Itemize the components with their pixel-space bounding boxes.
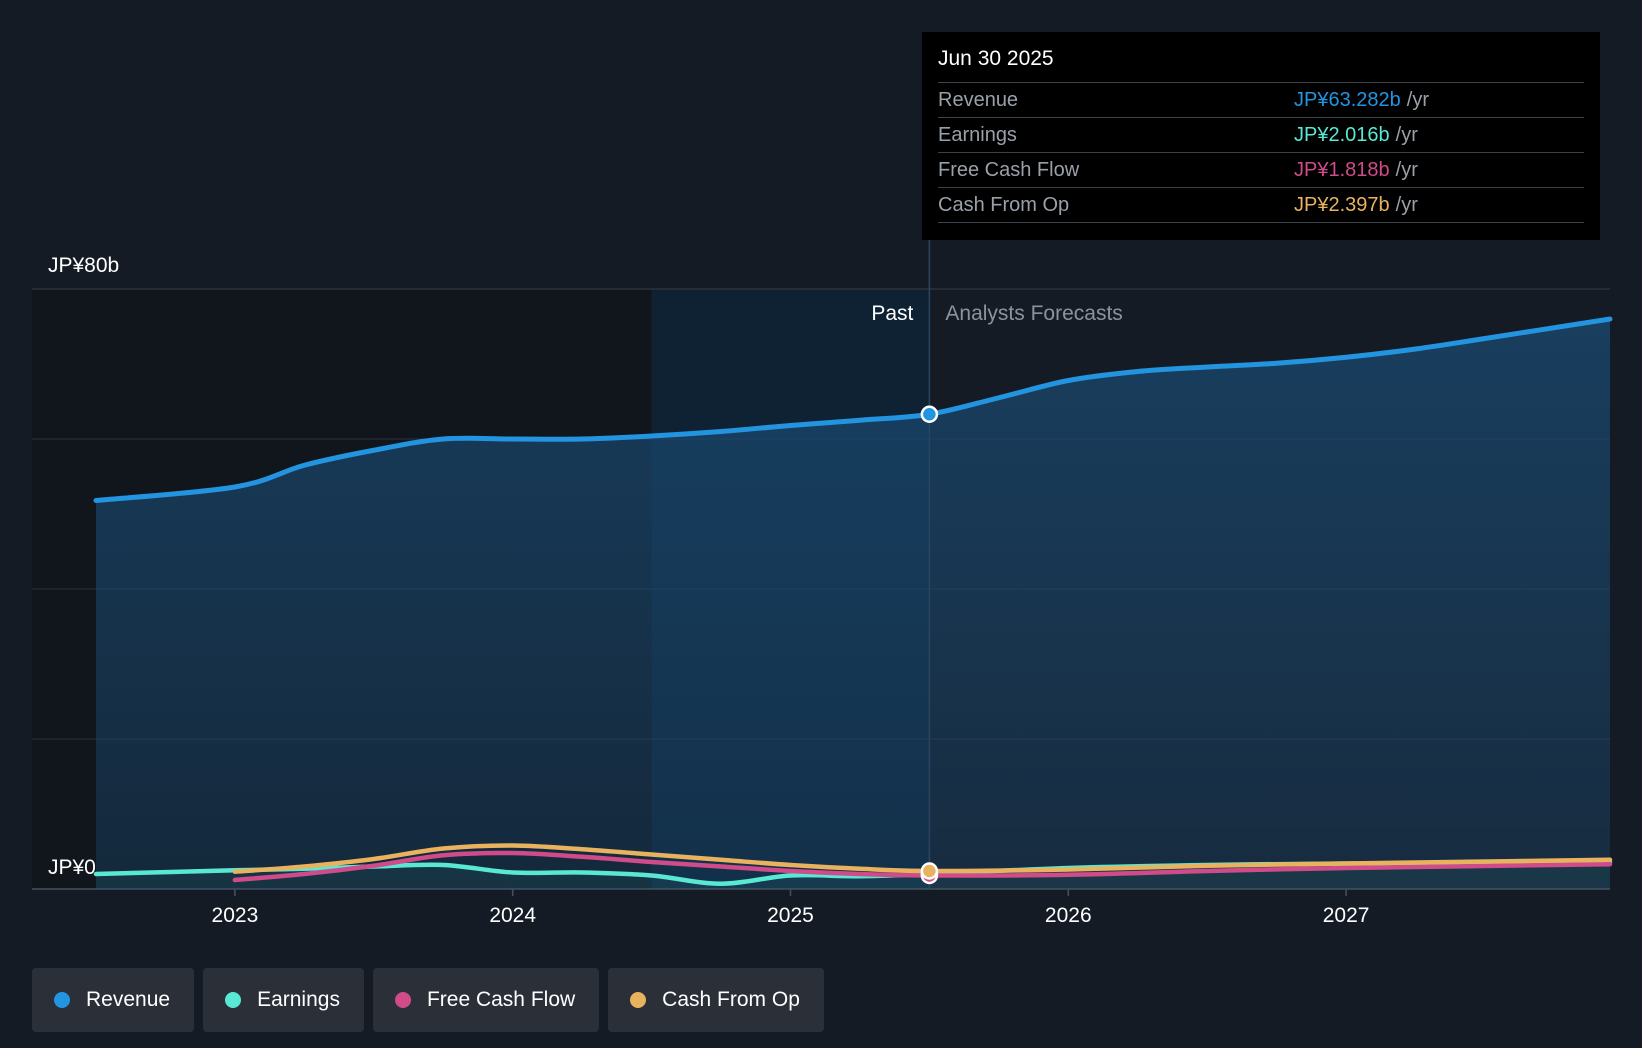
revenue-marker	[920, 405, 939, 423]
legend-item-revenue[interactable]: Revenue	[32, 968, 195, 1032]
x-tick-label: 2027	[1323, 904, 1370, 927]
x-tick-label: 2023	[212, 904, 259, 927]
legend-label: Revenue	[86, 988, 171, 1011]
legend-label: Free Cash Flow	[426, 988, 576, 1011]
legend-item-cash-from-op[interactable]: Cash From Op	[608, 968, 824, 1032]
tooltip-row-earnings: Earnings JP¥2.016b /yr	[938, 118, 1584, 153]
y-label-max: JP¥80b	[48, 254, 119, 277]
tooltip-label: Cash From Op	[938, 194, 1070, 216]
tooltip-label: Earnings	[938, 124, 1017, 146]
cash-from-op-marker	[920, 862, 939, 880]
tooltip-value: JP¥2.397b	[1294, 194, 1390, 216]
legend-label: Cash From Op	[662, 988, 800, 1011]
x-axis: 2023 2024 2025 2026 2027	[212, 889, 1370, 927]
tooltip-unit: /yr	[1395, 194, 1418, 216]
series-lines	[93, 316, 1613, 887]
x-tick-label: 2026	[1045, 904, 1092, 927]
tooltip-unit: /yr	[1395, 124, 1418, 146]
tooltip-date: Jun 30 2025	[938, 46, 1584, 83]
cash-from-op-dot-icon	[630, 992, 647, 1008]
tooltip-row-free-cash-flow: Free Cash Flow JP¥1.818b /yr	[938, 153, 1584, 188]
tooltip-label: Free Cash Flow	[938, 159, 1080, 181]
tooltip-row-cash-from-op: Cash From Op JP¥2.397b /yr	[938, 188, 1584, 223]
tooltip-unit: /yr	[1406, 89, 1429, 111]
hover-markers	[920, 405, 939, 885]
x-tick-label: 2024	[489, 904, 536, 927]
x-tick-label: 2025	[767, 904, 814, 927]
revenue-dot-icon	[54, 992, 70, 1008]
revenue-area	[96, 319, 1610, 889]
tooltip: Jun 30 2025 Revenue JP¥63.282b /yr Earni…	[922, 32, 1600, 240]
tooltip-value: JP¥2.016b	[1294, 124, 1390, 146]
legend-item-earnings[interactable]: Earnings	[203, 968, 364, 1032]
tooltip-value: JP¥1.818b	[1294, 159, 1390, 181]
free-cash-flow-dot-icon	[394, 992, 411, 1008]
cash-from-op-line	[232, 843, 1613, 874]
tooltip-label: Revenue	[938, 89, 1019, 111]
y-label-zero: JP¥0	[48, 856, 96, 879]
free-cash-flow-line	[232, 850, 1613, 883]
past-label: Past	[871, 302, 913, 325]
tooltip-value: JP¥63.282b	[1294, 89, 1401, 111]
legend: Revenue Earnings Free Cash Flow Cash Fro…	[32, 968, 824, 1032]
earnings-dot-icon	[225, 992, 242, 1008]
revenue-line	[93, 316, 1613, 503]
tooltip-row-revenue: Revenue JP¥63.282b /yr	[938, 83, 1584, 118]
legend-label: Earnings	[257, 988, 340, 1011]
forecast-label: Analysts Forecasts	[945, 302, 1122, 325]
legend-item-free-cash-flow[interactable]: Free Cash Flow	[372, 968, 600, 1032]
tooltip-unit: /yr	[1395, 159, 1418, 181]
